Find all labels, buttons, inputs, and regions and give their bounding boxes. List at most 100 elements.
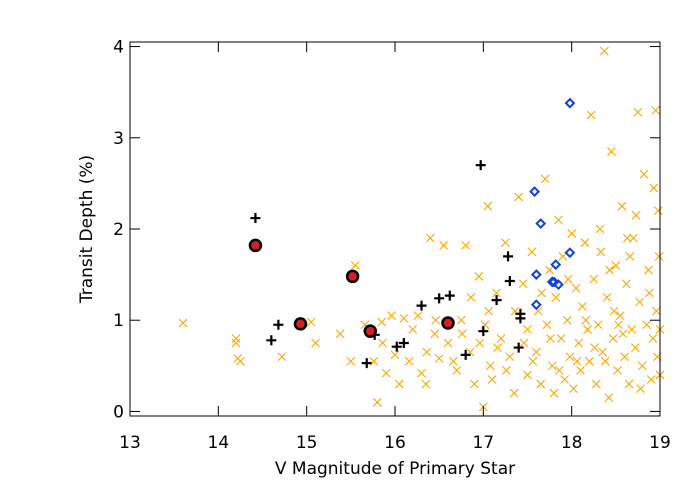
x-marker — [620, 352, 630, 362]
x-marker — [542, 320, 552, 330]
x-marker — [613, 366, 622, 375]
x-marker — [636, 384, 645, 394]
x-marker — [607, 147, 616, 156]
x-marker — [431, 315, 441, 325]
x-tick-label: 13 — [119, 433, 141, 453]
x-marker — [630, 343, 640, 352]
plus-marker — [416, 300, 427, 311]
x-marker — [547, 361, 557, 371]
series-diamond — [529, 97, 576, 311]
x-marker — [602, 293, 612, 302]
plus-marker — [398, 338, 409, 349]
series-circle — [248, 238, 455, 338]
x-marker — [593, 320, 603, 330]
x-marker — [492, 288, 501, 298]
x-marker — [614, 320, 623, 330]
x-marker — [537, 288, 547, 298]
circle-marker — [293, 317, 308, 331]
plus-marker — [391, 341, 402, 352]
x-marker — [624, 379, 634, 389]
x-marker — [572, 356, 582, 366]
x-marker — [493, 343, 502, 352]
x-marker — [528, 356, 538, 366]
diamond-marker — [564, 97, 576, 109]
x-marker — [590, 343, 600, 352]
x-marker — [425, 233, 435, 243]
x-marker — [569, 384, 578, 394]
x-marker — [604, 393, 614, 403]
x-marker — [580, 238, 590, 248]
x-marker — [335, 329, 345, 339]
plus-marker — [503, 251, 514, 262]
x-marker — [475, 338, 485, 348]
x-tick-label: 19 — [649, 433, 671, 453]
x-marker — [583, 324, 592, 334]
x-marker — [434, 354, 444, 363]
x-marker — [554, 366, 564, 375]
x-marker — [474, 272, 484, 281]
x-marker — [639, 169, 649, 179]
x-marker — [387, 311, 396, 321]
x-marker — [514, 192, 524, 202]
y-tick-label: 1 — [113, 311, 124, 331]
x-marker — [598, 347, 607, 357]
plus-marker — [478, 326, 489, 337]
plus-marker — [266, 335, 277, 346]
x-marker — [622, 279, 631, 289]
x-marker — [457, 329, 467, 339]
x-marker — [519, 338, 529, 348]
x-axis-label: V Magnitude of Primary Star — [275, 459, 515, 479]
x-marker — [546, 334, 555, 343]
diamond-marker — [550, 259, 562, 270]
x-marker — [633, 107, 643, 117]
x-marker — [560, 375, 569, 384]
x-tick-label: 16 — [384, 433, 406, 453]
plus-marker — [491, 295, 502, 306]
series-plus — [250, 160, 526, 369]
x-marker — [443, 338, 453, 348]
y-axis-label: Transit Depth (%) — [77, 155, 97, 304]
x-marker — [390, 350, 400, 360]
x-marker — [404, 356, 414, 366]
diamond-marker — [530, 269, 542, 281]
circle-marker — [363, 324, 378, 338]
x-marker — [589, 274, 599, 284]
x-marker — [413, 311, 423, 321]
plus-marker — [504, 275, 515, 286]
x-marker — [496, 334, 506, 343]
series-x — [178, 46, 665, 412]
x-marker — [439, 241, 448, 250]
x-marker — [646, 375, 656, 384]
x-tick-label: 18 — [561, 433, 583, 453]
x-marker — [501, 366, 511, 375]
diamond-marker — [535, 218, 547, 229]
plus-marker — [460, 349, 471, 360]
x-marker — [648, 334, 658, 343]
x-marker — [505, 352, 515, 362]
x-marker — [523, 324, 532, 334]
x-marker — [306, 317, 316, 327]
x-marker — [631, 210, 641, 220]
plus-marker — [515, 308, 526, 319]
x-marker — [311, 338, 320, 348]
x-marker — [452, 366, 462, 375]
plus-marker — [475, 160, 486, 171]
circle-marker — [345, 269, 360, 284]
x-marker — [377, 317, 387, 327]
x-marker — [574, 338, 584, 348]
x-marker — [644, 265, 653, 275]
x-marker — [509, 388, 519, 398]
x-marker — [651, 106, 660, 115]
x-marker — [484, 306, 494, 316]
x-marker — [277, 352, 287, 362]
diamond-marker — [564, 247, 576, 259]
x-marker — [596, 247, 606, 257]
x-marker — [231, 338, 241, 348]
x-marker — [536, 379, 546, 389]
plus-marker — [434, 293, 445, 304]
x-marker — [178, 318, 188, 328]
x-marker — [381, 368, 391, 378]
x-marker — [615, 311, 625, 321]
plus-marker — [361, 358, 372, 369]
